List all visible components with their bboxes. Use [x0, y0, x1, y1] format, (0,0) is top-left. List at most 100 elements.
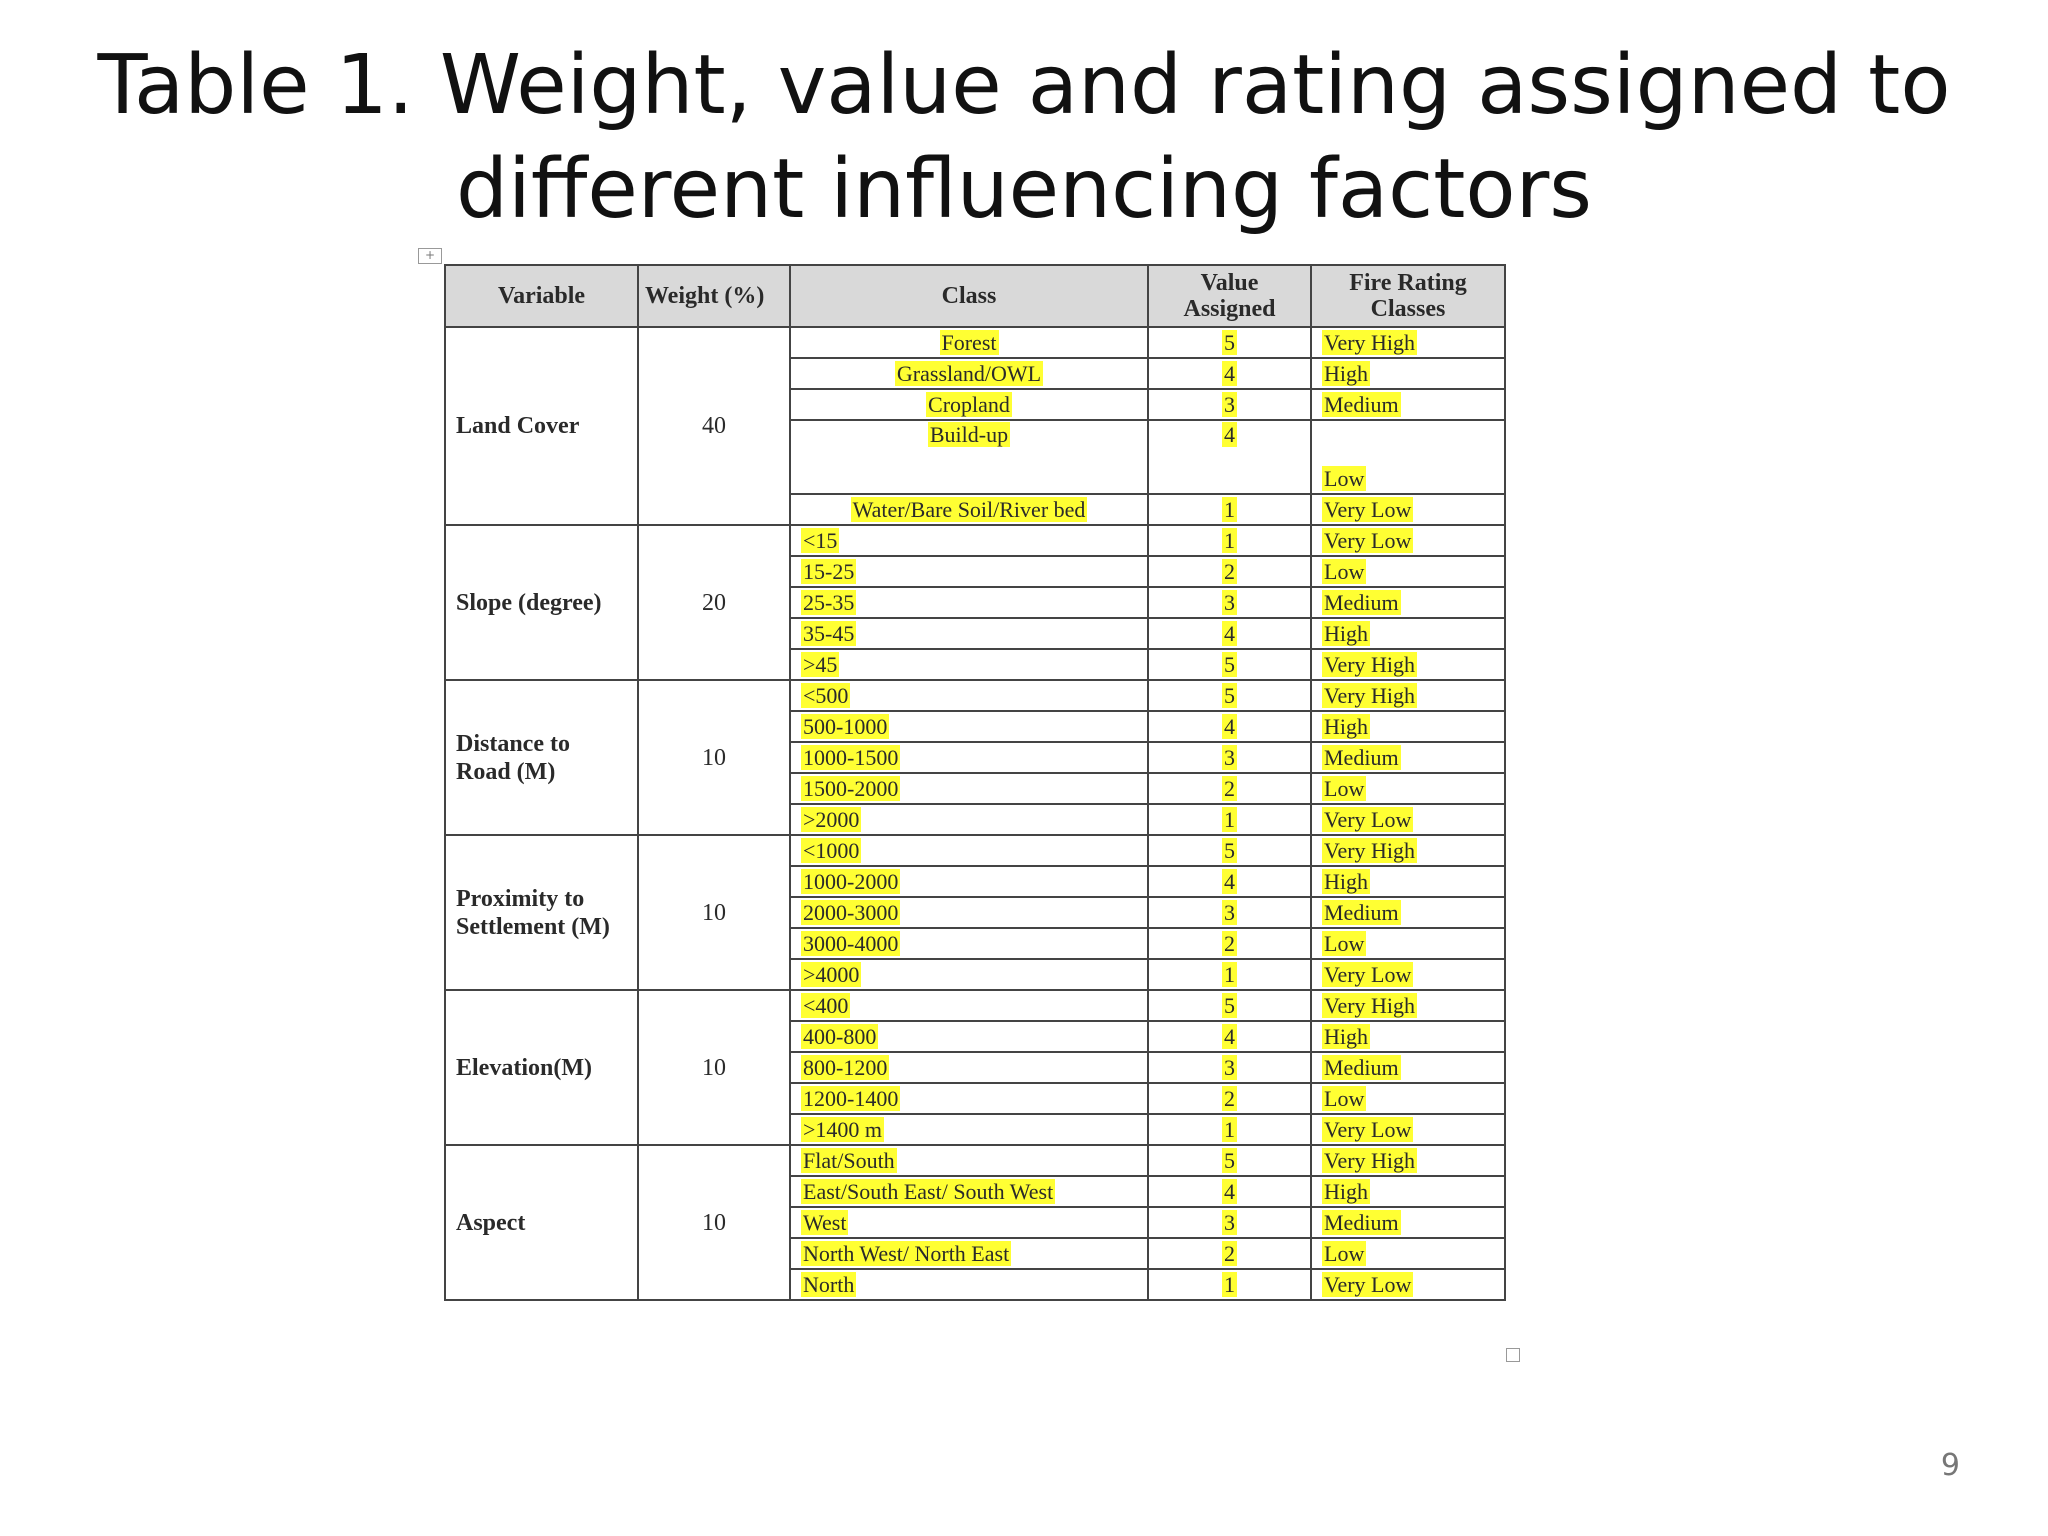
class-cell-text: Water/Bare Soil/River bed	[850, 496, 1088, 522]
value-cell: 3	[1147, 586, 1312, 619]
rating-cell: Low	[1310, 927, 1506, 960]
table-resize-handle-icon[interactable]	[1506, 1348, 1520, 1362]
rating-cell-text: Very High	[1322, 329, 1418, 355]
rating-cell-text: Very High	[1322, 651, 1418, 677]
influencing-factors-table-container: Variable Weight (%) Class Value Assigned…	[444, 264, 1506, 1301]
class-cell-text: >4000	[801, 961, 862, 987]
value-cell-text: 1	[1222, 1271, 1237, 1297]
value-cell: 5	[1147, 679, 1312, 712]
class-cell-text: 1000-1500	[801, 744, 901, 770]
rating-cell: High	[1310, 617, 1506, 650]
class-cell: East/South East/ South West	[789, 1175, 1149, 1208]
class-cell-text: <1000	[801, 837, 862, 863]
class-cell: Build-up	[789, 419, 1149, 495]
value-cell-text: 2	[1222, 1085, 1237, 1111]
value-cell: 2	[1147, 555, 1312, 588]
table-row: 35-45 4 High	[445, 617, 1506, 650]
variable-cell: Land Cover	[444, 326, 639, 526]
header-class: Class	[789, 264, 1149, 328]
value-cell-text: 2	[1222, 558, 1237, 584]
class-cell-text: 1500-2000	[801, 775, 901, 801]
class-cell: 35-45	[789, 617, 1149, 650]
value-cell-text: 5	[1222, 329, 1237, 355]
influencing-factors-table: Variable Weight (%) Class Value Assigned…	[444, 264, 1506, 1301]
rating-cell-text: Very High	[1322, 682, 1418, 708]
class-cell: >4000	[789, 958, 1149, 991]
table-row: Proximity to Settlement (M) 10 <1000 5 Very …	[444, 834, 1506, 991]
class-cell: 500-1000	[789, 710, 1149, 743]
table-row: >1400 m 1 Very Low	[445, 1113, 1506, 1146]
value-cell: 4	[1147, 865, 1312, 898]
table-row: 1000-2000 4 High	[445, 865, 1506, 898]
value-cell: 3	[1147, 1051, 1312, 1084]
rating-cell: Medium	[1310, 896, 1506, 929]
value-cell: 2	[1147, 927, 1312, 960]
class-cell-text: 500-1000	[801, 713, 890, 739]
class-cell-text: West	[801, 1209, 849, 1235]
rating-cell-text: Very High	[1322, 992, 1418, 1018]
rating-cell: Medium	[1310, 388, 1506, 421]
header-value-assigned: Value Assigned	[1147, 264, 1312, 328]
table-row: 800-1200 3 Medium	[445, 1051, 1506, 1084]
value-cell-text: 4	[1222, 360, 1237, 386]
class-cell: 15-25	[789, 555, 1149, 588]
rating-cell: High	[1310, 1175, 1506, 1208]
value-cell-text: 4	[1222, 713, 1237, 739]
table-row: 500-1000 4 High	[445, 710, 1506, 743]
class-cell: >45	[789, 648, 1149, 681]
class-cell: North	[789, 1268, 1149, 1301]
rating-cell-text: Very Low	[1322, 1271, 1414, 1297]
rating-cell-text: High	[1322, 713, 1370, 739]
value-cell: 1	[1147, 958, 1312, 991]
class-cell: Cropland	[789, 388, 1149, 421]
rating-cell: Very Low	[1310, 803, 1506, 836]
value-cell-text: 4	[1222, 1023, 1237, 1049]
table-row: 1200-1400 2 Low	[445, 1082, 1506, 1115]
value-cell: 3	[1147, 741, 1312, 774]
class-cell-text: 2000-3000	[801, 899, 901, 925]
table-row: Build-up 4 Low	[445, 419, 1506, 495]
class-cell: 800-1200	[789, 1051, 1149, 1084]
table-row: >2000 1 Very Low	[445, 803, 1506, 836]
class-cell-text: 800-1200	[801, 1054, 890, 1080]
class-cell: 1000-1500	[789, 741, 1149, 774]
page-number: 9	[1940, 1448, 1960, 1483]
class-cell: >1400 m	[789, 1113, 1149, 1146]
table-row: Land Cover 40 Forest 5 Very High	[444, 326, 1506, 526]
class-cell: Forest	[789, 326, 1149, 359]
value-cell: 1	[1147, 524, 1312, 557]
value-cell-text: 3	[1222, 744, 1237, 770]
variable-cell: Aspect	[444, 1144, 639, 1301]
class-cell-text: 1000-2000	[801, 868, 901, 894]
table-row: East/South East/ South West 4 High	[445, 1175, 1506, 1208]
rating-cell: Very Low	[1310, 524, 1506, 557]
table-row: Distance to Road (M) 10 <500 5 Very High	[444, 679, 1506, 836]
class-cell: 3000-4000	[789, 927, 1149, 960]
rating-cell: Very High	[1310, 834, 1506, 867]
rating-cell: Very High	[1310, 326, 1506, 359]
value-cell-text: 5	[1222, 651, 1237, 677]
value-cell-text: 4	[1222, 620, 1237, 646]
rating-cell-text: Very Low	[1322, 496, 1414, 522]
value-cell-text: 5	[1222, 1147, 1237, 1173]
value-cell-text: 3	[1222, 899, 1237, 925]
table-row: 2000-3000 3 Medium	[445, 896, 1506, 929]
value-cell-text: 5	[1222, 837, 1237, 863]
slide-title-line-1: Table 1. Weight, value and rating assign…	[97, 38, 1951, 133]
class-cell-text: Flat/South	[801, 1147, 897, 1173]
class-cell-text: East/South East/ South West	[801, 1178, 1056, 1204]
header-variable: Variable	[444, 264, 639, 328]
table-row: Water/Bare Soil/River bed 1 Very Low	[445, 493, 1506, 526]
value-cell-text: 4	[1222, 422, 1237, 447]
class-cell-text: Build-up	[927, 422, 1011, 447]
rating-cell-text: Medium	[1322, 1209, 1401, 1235]
table-row: North West/ North East 2 Low	[445, 1237, 1506, 1270]
table-move-handle-icon[interactable]: +	[418, 248, 442, 264]
value-cell: 5	[1147, 648, 1312, 681]
rating-cell-text: Very Low	[1322, 527, 1414, 553]
value-cell-text: 5	[1222, 682, 1237, 708]
rating-cell-text: Medium	[1322, 589, 1401, 615]
rating-cell-text: Medium	[1322, 744, 1401, 770]
rating-cell: Very Low	[1310, 493, 1506, 526]
rating-cell-text: High	[1322, 1023, 1370, 1049]
